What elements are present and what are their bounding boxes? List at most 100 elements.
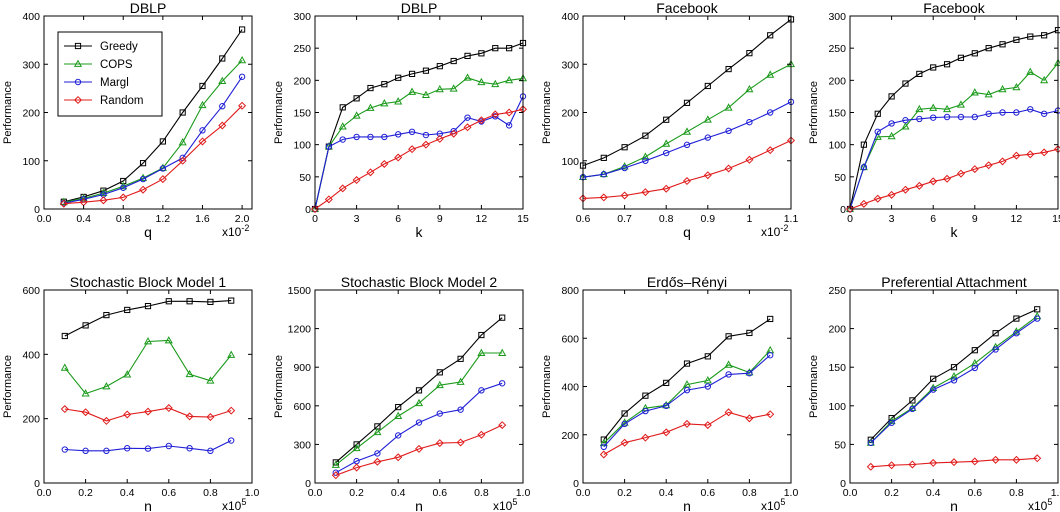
data-point [478, 50, 485, 57]
data-point [956, 169, 965, 178]
data-point [949, 458, 959, 467]
series-line [335, 352, 503, 466]
data-point [641, 433, 650, 442]
data-point [457, 355, 464, 362]
data-point [367, 84, 374, 92]
x-tick-label: 0.0 [37, 213, 52, 225]
data-point [970, 457, 979, 466]
series-random [578, 136, 796, 203]
y-tick-label: 400 [22, 349, 40, 361]
data-point [374, 450, 381, 457]
data-point [908, 460, 917, 469]
chart-title: Facebook [656, 0, 718, 16]
data-point [683, 386, 691, 394]
data-point [929, 103, 938, 111]
x-tick-label: 0.8 [742, 487, 757, 499]
data-point [353, 441, 360, 448]
chart-title: Erdős–Rényi [647, 274, 727, 290]
data-point [860, 163, 868, 171]
data-point [435, 439, 444, 448]
y-tick-label: 250 [293, 43, 311, 55]
series-line [849, 29, 1059, 210]
data-point [1026, 67, 1035, 75]
x-tick-label: 6 [395, 213, 401, 225]
series-line [582, 63, 792, 178]
data-point [478, 331, 485, 339]
data-point [1013, 315, 1020, 322]
data-point [929, 177, 938, 186]
y-tick-label: 300 [561, 59, 579, 71]
data-point [218, 121, 227, 130]
data-point [456, 438, 465, 447]
y-axis-label: Performance [808, 81, 820, 144]
data-point [943, 113, 951, 121]
data-point [621, 420, 628, 428]
data-point [81, 389, 90, 397]
series-margl [332, 380, 506, 476]
series-line [63, 29, 243, 203]
data-point [621, 144, 628, 151]
series-margl [846, 106, 1060, 213]
data-point [227, 350, 236, 358]
data-point [866, 462, 875, 471]
data-point [998, 157, 1007, 166]
data-point [1012, 151, 1021, 160]
series-line [582, 18, 792, 167]
series-line [314, 108, 524, 210]
data-point [901, 122, 910, 130]
data-point [663, 379, 670, 386]
data-point [435, 84, 444, 93]
x-axis-label: n [950, 498, 958, 512]
data-point [662, 139, 671, 147]
y-tick-label: 0 [34, 478, 40, 490]
series-line [335, 317, 503, 463]
x-tick-label: 0 [312, 213, 318, 225]
data-point [506, 45, 513, 52]
data-point [206, 376, 215, 384]
series-margl [600, 351, 774, 451]
data-point [909, 397, 916, 404]
data-point [477, 116, 486, 125]
y-tick-label: 0 [573, 478, 579, 490]
y-axis-label: Performance [541, 355, 553, 418]
data-point [767, 351, 774, 359]
data-point [746, 370, 753, 377]
data-point [874, 110, 881, 117]
x-tick-label: 0.8 [203, 487, 218, 499]
series-margl [61, 437, 235, 455]
x-tick-label: 1.1 [784, 213, 799, 225]
data-point [662, 428, 671, 437]
chart-title: Stochastic Block Model 1 [70, 274, 227, 290]
series-line [849, 148, 1059, 210]
data-point [767, 315, 774, 323]
data-point [394, 97, 403, 105]
plot-frame [849, 15, 1059, 210]
legend-marker [74, 42, 82, 50]
data-point [185, 412, 194, 421]
data-point [456, 377, 465, 385]
data-point [366, 103, 375, 111]
data-point [238, 101, 247, 110]
series-line [849, 62, 1059, 210]
series-greedy [61, 297, 235, 340]
x-axis-label: q [683, 224, 691, 240]
series-line [63, 76, 243, 204]
y-axis-label: Performance [808, 355, 820, 418]
data-point [464, 52, 471, 59]
data-point [395, 74, 402, 81]
x-tick-label: 0.6 [432, 487, 447, 499]
data-point [724, 408, 733, 417]
data-point [207, 447, 214, 455]
series-line [582, 140, 792, 199]
series-line [603, 354, 771, 448]
x-tick-label: 0.0 [308, 487, 323, 499]
y-tick-label: 0 [305, 478, 311, 490]
data-point [324, 195, 333, 204]
data-point [599, 193, 608, 202]
x-tick-label: 0.4 [120, 487, 135, 499]
x-tick-label: 0.6 [161, 487, 176, 499]
series-line [870, 457, 1038, 468]
data-point [331, 471, 340, 480]
data-point [950, 364, 958, 371]
data-point [352, 176, 361, 185]
